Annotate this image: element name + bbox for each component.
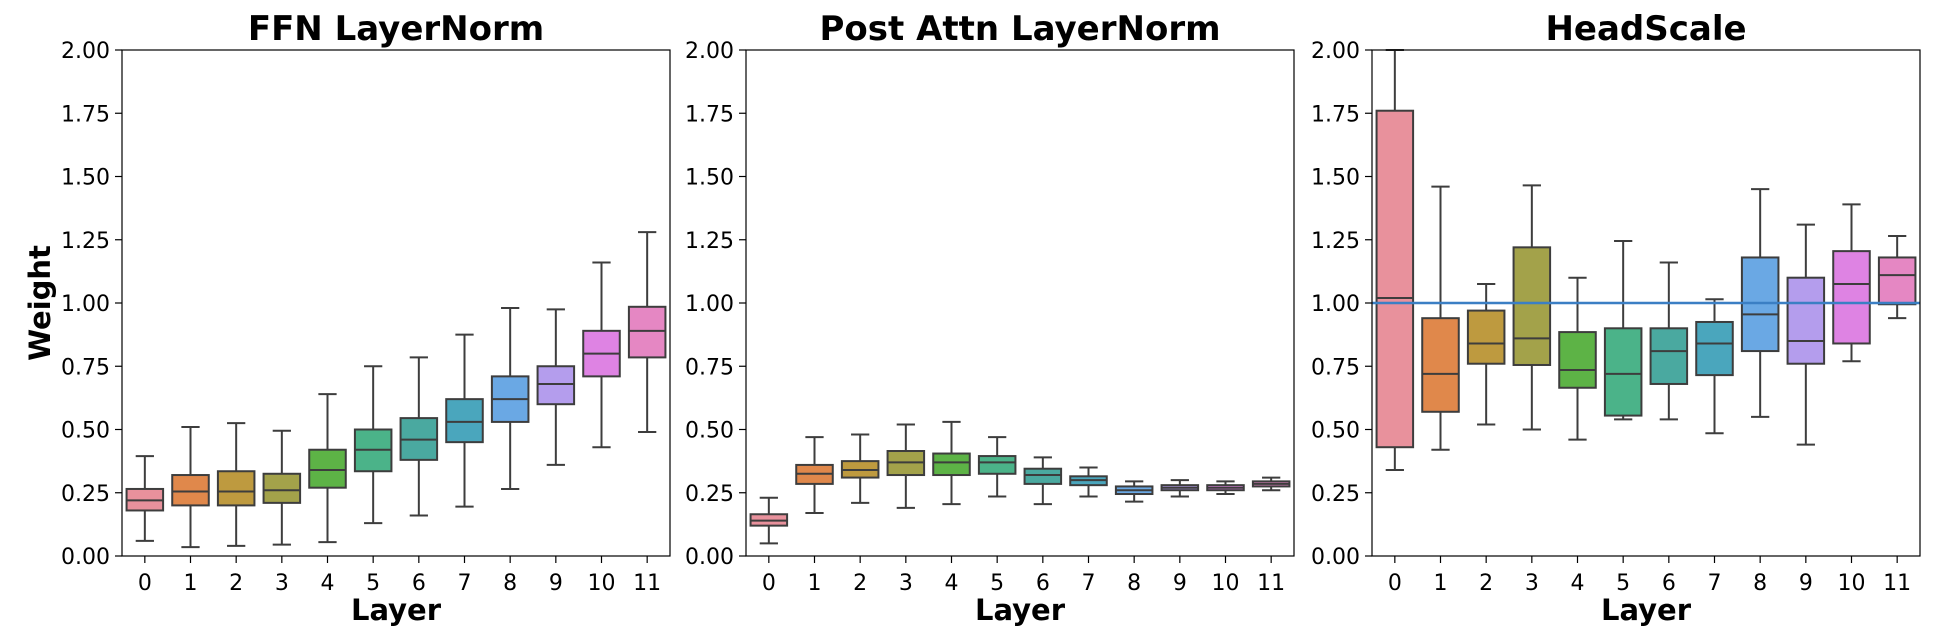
x-tick-label: 0 — [762, 571, 776, 596]
y-tick-label: 0.00 — [1311, 545, 1360, 570]
y-tick-label: 1.25 — [61, 229, 110, 254]
box-layer-10 — [1832, 250, 1871, 345]
y-tick-label: 0.00 — [61, 545, 110, 570]
x-tick-label: 1 — [808, 571, 822, 596]
y-tick-label: 1.50 — [61, 166, 110, 191]
y-tick-label: 1.25 — [685, 229, 734, 254]
x-tick-label: 9 — [549, 571, 563, 596]
y-tick-label: 0.75 — [61, 355, 110, 380]
y-tick-label: 0.75 — [1311, 355, 1360, 380]
x-tick-label: 9 — [1173, 571, 1187, 596]
plot-frame — [121, 49, 671, 557]
panel-title: FFN LayerNorm — [248, 9, 544, 49]
plot-frame — [1371, 49, 1921, 557]
box-layer-11 — [627, 305, 667, 359]
box-layer-4 — [1558, 331, 1597, 389]
box-layer-4 — [308, 448, 347, 489]
box-layer-5 — [977, 455, 1017, 475]
y-tick-label: 2.00 — [685, 39, 734, 64]
x-tick-label: 4 — [321, 571, 335, 596]
x-tick-label: 7 — [458, 571, 472, 596]
y-tick-label: 0.25 — [1311, 482, 1360, 507]
box-layer-7 — [1695, 320, 1734, 377]
x-tick-label: 6 — [1036, 571, 1050, 596]
y-tick-label: 0.50 — [685, 419, 734, 444]
x-axis-label: Layer — [975, 593, 1066, 627]
box-layer-1 — [171, 474, 210, 507]
x-tick-label: 8 — [1127, 571, 1141, 596]
box-layer-1 — [1421, 317, 1460, 413]
y-tick-label: 1.00 — [1311, 292, 1360, 317]
x-tick-label: 11 — [633, 571, 661, 596]
x-tick-label: 10 — [588, 571, 616, 596]
box-layer-6 — [1023, 467, 1063, 485]
x-tick-label: 11 — [1883, 571, 1911, 596]
x-tick-label: 2 — [853, 571, 867, 596]
x-axis-label: Layer — [351, 593, 442, 627]
x-tick-label: 2 — [1479, 571, 1493, 596]
x-tick-label: 6 — [412, 571, 426, 596]
x-tick-label: 7 — [1082, 571, 1096, 596]
y-tick-label: 1.25 — [1311, 229, 1360, 254]
x-tick-label: 11 — [1257, 571, 1285, 596]
x-tick-label: 9 — [1799, 571, 1813, 596]
y-tick-label: 1.50 — [1311, 166, 1360, 191]
x-tick-label: 10 — [1212, 571, 1240, 596]
x-tick-label: 3 — [899, 571, 913, 596]
panel-title: Post Attn LayerNorm — [819, 9, 1220, 49]
post-attn-layernorm-panel: Post Attn LayerNorm Layer 0.00 0.25 0.50 0.… — [685, 9, 1295, 627]
box-layer-9 — [536, 365, 576, 406]
panel-title: HeadScale — [1545, 9, 1746, 49]
y-tick-label: 0.50 — [1311, 419, 1360, 444]
box-layer-2 — [1466, 309, 1506, 365]
x-tick-label: 6 — [1662, 571, 1676, 596]
box-layer-2 — [216, 470, 256, 507]
box-layer-11 — [1877, 256, 1917, 306]
y-tick-label: 0.00 — [685, 545, 734, 570]
x-tick-label: 5 — [990, 571, 1004, 596]
y-tick-label: 0.25 — [685, 482, 734, 507]
box-layer-3 — [1512, 246, 1552, 366]
x-tick-label: 8 — [503, 571, 517, 596]
x-tick-label: 7 — [1708, 571, 1722, 596]
x-tick-label: 1 — [1434, 571, 1448, 596]
x-tick-label: 5 — [366, 571, 380, 596]
x-tick-label: 2 — [229, 571, 243, 596]
y-tick-label: 2.00 — [61, 39, 110, 64]
x-tick-label: 10 — [1838, 571, 1866, 596]
y-tick-label: 1.50 — [685, 166, 734, 191]
x-tick-label: 3 — [275, 571, 289, 596]
y-tick-label: 0.50 — [61, 419, 110, 444]
x-tick-label: 4 — [945, 571, 959, 596]
plot-frame — [745, 49, 1295, 557]
x-tick-label: 4 — [1571, 571, 1585, 596]
x-tick-label: 8 — [1753, 571, 1767, 596]
box-layer-7 — [445, 398, 484, 444]
y-axis-label: Weight — [23, 245, 57, 361]
y-tick-label: 1.00 — [61, 292, 110, 317]
box-layer-4 — [932, 452, 971, 477]
y-tick-label: 2.00 — [1311, 39, 1360, 64]
box-layer-9 — [1786, 276, 1826, 365]
x-tick-label: 0 — [138, 571, 152, 596]
ffn-layernorm-panel: FFN LayerNorm Layer Weight 0.00 0.25 0.50 0… — [23, 9, 671, 627]
x-axis-label: Layer — [1601, 593, 1692, 627]
box-layer-3 — [262, 472, 302, 504]
y-tick-label: 1.75 — [685, 102, 734, 127]
box-layer-6 — [1649, 327, 1689, 385]
y-tick-label: 1.75 — [61, 102, 110, 127]
x-tick-label: 1 — [184, 571, 198, 596]
box-layer-8 — [1740, 256, 1780, 353]
y-tick-label: 0.75 — [685, 355, 734, 380]
y-tick-label: 0.25 — [61, 482, 110, 507]
y-tick-label: 1.75 — [1311, 102, 1360, 127]
box-layer-5 — [1603, 327, 1643, 417]
y-tick-label: 1.00 — [685, 292, 734, 317]
x-tick-label: 5 — [1616, 571, 1630, 596]
x-tick-label: 3 — [1525, 571, 1539, 596]
headscale-panel: HeadScale Layer 0.00 0.25 0.50 0.75 1.00 1.25… — [1311, 9, 1921, 627]
x-tick-label: 0 — [1388, 571, 1402, 596]
box-layer-0 — [1375, 109, 1415, 449]
